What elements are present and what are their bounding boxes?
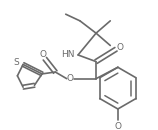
Text: O: O [116, 43, 123, 52]
Text: O: O [40, 50, 46, 59]
Text: HN: HN [61, 50, 74, 59]
Text: O: O [66, 74, 73, 83]
Text: S: S [14, 58, 19, 67]
Text: O: O [114, 122, 121, 130]
